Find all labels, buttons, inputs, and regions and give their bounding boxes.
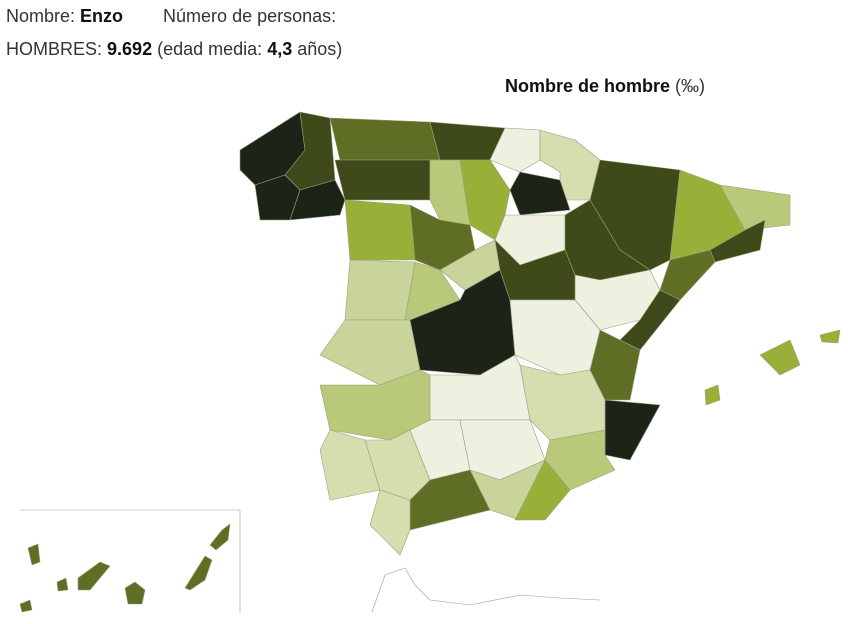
provinces <box>239 111 841 556</box>
name-value: Enzo <box>80 6 124 26</box>
name-line: Nombre: Enzo Número de personas: <box>6 6 336 27</box>
island <box>124 581 146 605</box>
label: Número de personas: <box>163 6 337 26</box>
island <box>27 543 41 566</box>
count-line: HOMBRES: 9.692 (edad media: 4,3 años) <box>6 39 342 60</box>
province <box>329 117 441 161</box>
province <box>344 259 416 321</box>
island <box>184 555 213 591</box>
province <box>319 319 421 386</box>
province <box>539 129 601 201</box>
province <box>509 171 571 216</box>
count-value: 9.692 <box>107 39 153 59</box>
island <box>759 339 801 376</box>
province <box>369 489 411 556</box>
island <box>19 599 33 613</box>
island <box>209 523 231 551</box>
map-title: Nombre de hombre (‰) <box>505 76 705 97</box>
province <box>514 459 571 521</box>
inset-frame <box>20 509 241 612</box>
province <box>289 179 346 221</box>
province <box>604 399 661 461</box>
province <box>334 159 431 201</box>
island <box>77 561 111 591</box>
label: HOMBRES: <box>6 39 103 59</box>
canary-islands <box>19 509 241 613</box>
province <box>719 184 791 231</box>
province <box>709 219 766 263</box>
label: (edad media: <box>157 39 263 59</box>
island <box>704 384 721 406</box>
province <box>519 364 606 441</box>
island <box>56 577 69 592</box>
province <box>489 127 541 173</box>
label: años) <box>297 39 343 59</box>
province <box>344 199 416 261</box>
title-text: Nombre de hombre <box>505 76 671 96</box>
island <box>819 329 841 344</box>
age-value: 4,3 <box>267 39 293 59</box>
coastline <box>371 567 601 613</box>
label: Nombre: <box>6 6 76 26</box>
title-unit: (‰) <box>675 76 706 96</box>
